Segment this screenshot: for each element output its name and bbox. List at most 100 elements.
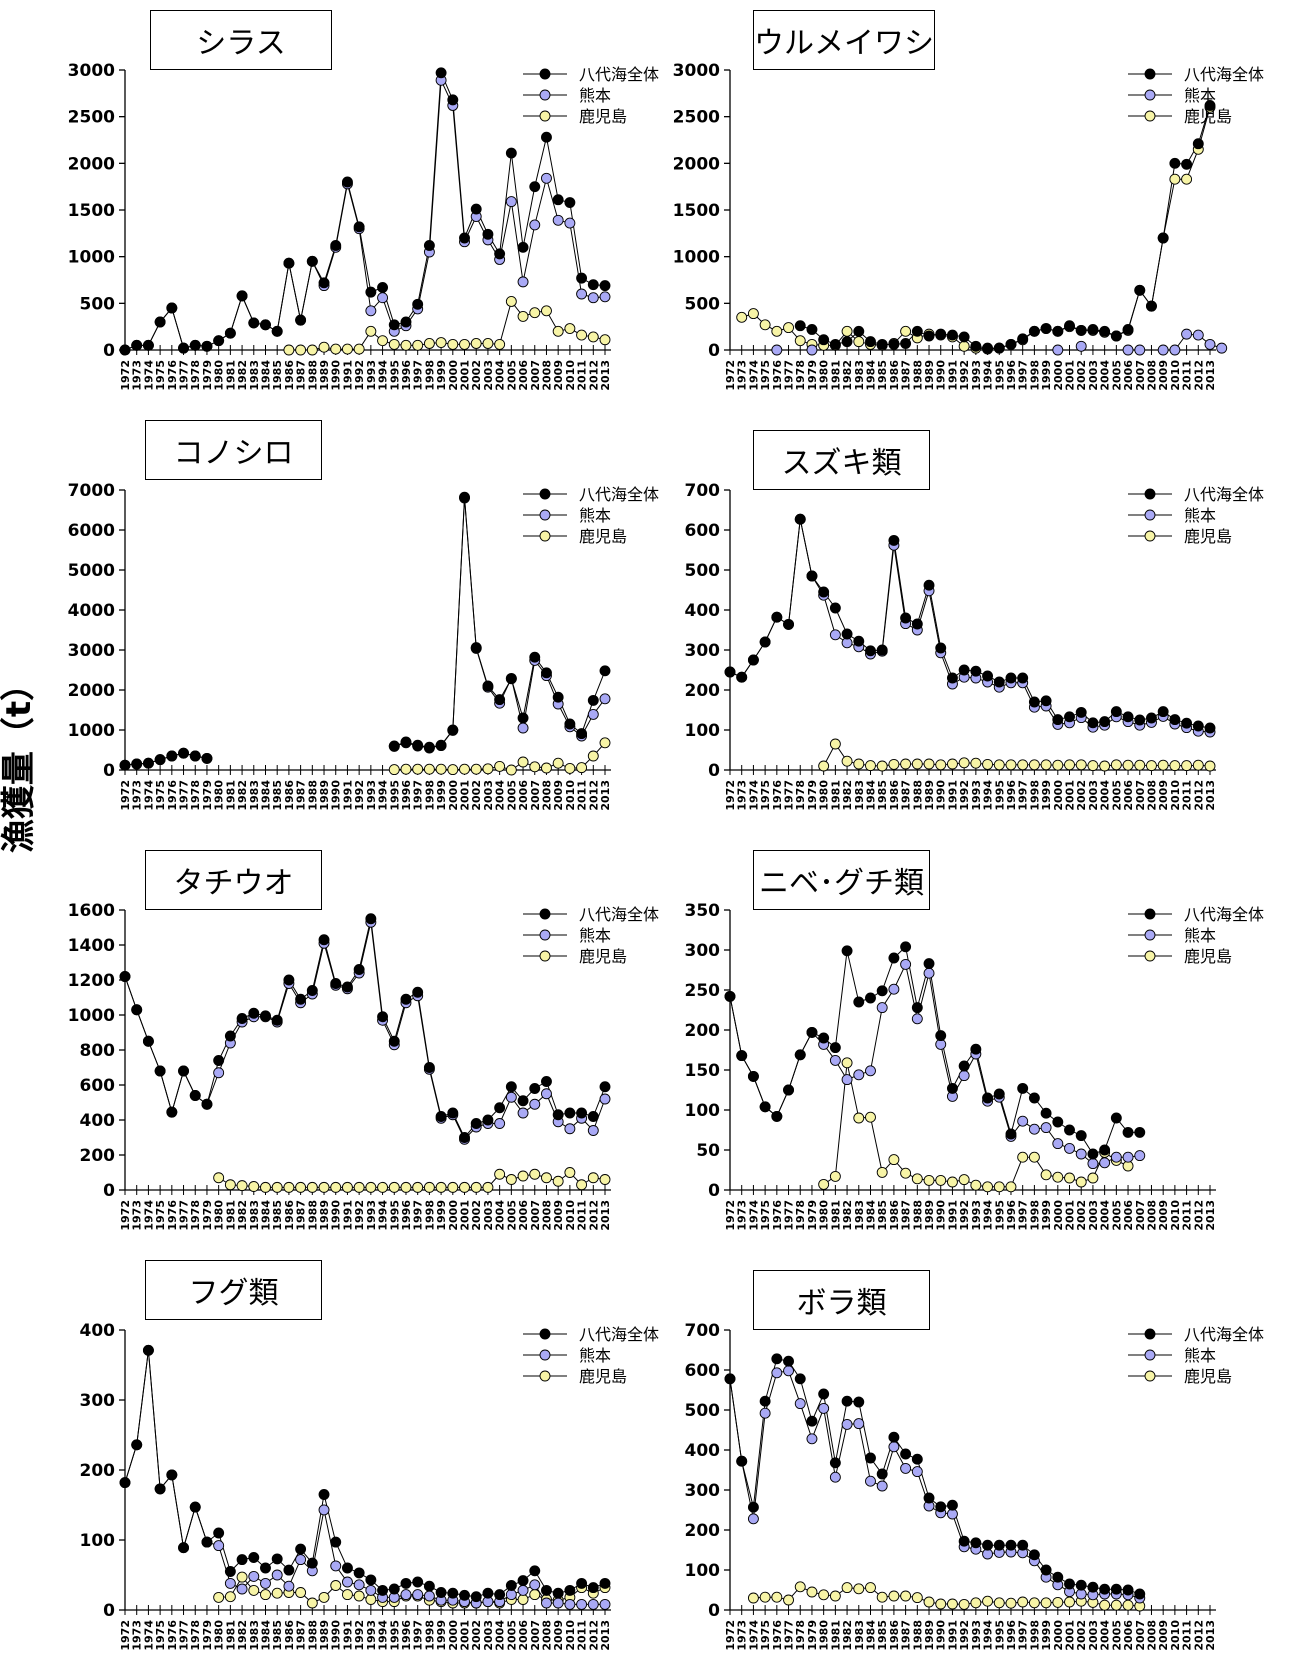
x-tick-label: 1992 <box>958 360 971 391</box>
x-tick-label: 1994 <box>982 1200 995 1231</box>
data-point-total <box>271 1553 283 1565</box>
data-point-kagoshima <box>1087 760 1099 772</box>
x-tick-label: 1975 <box>154 1200 167 1231</box>
data-point-kumamoto <box>865 1065 876 1077</box>
data-point-kumamoto <box>564 1123 576 1135</box>
series-line-total <box>729 1358 1140 1595</box>
series-line-kumamoto <box>729 519 1211 733</box>
x-tick-label: 2003 <box>482 360 495 391</box>
y-tick-label: 0 <box>708 1181 720 1201</box>
data-point-kumamoto <box>911 1013 923 1025</box>
x-tick-label: 1978 <box>794 360 807 391</box>
legend-label: 鹿児島 <box>1184 1367 1232 1386</box>
y-tick-label: 350 <box>685 901 721 921</box>
data-point-total <box>1087 1148 1099 1160</box>
data-point-total <box>1087 324 1099 335</box>
y-tick-label: 200 <box>80 1461 116 1481</box>
data-point-total <box>459 232 470 244</box>
data-point-total <box>1052 1571 1064 1583</box>
data-point-total <box>295 314 307 326</box>
data-point-kagoshima <box>1169 760 1181 772</box>
x-tick-label: 1982 <box>841 1620 854 1651</box>
legend-item: 熊本 <box>1128 926 1216 945</box>
data-point-kagoshima <box>529 1589 541 1601</box>
data-point-total <box>505 1580 517 1591</box>
data-point-kumamoto <box>1122 1151 1134 1163</box>
x-tick-label: 1997 <box>1017 360 1030 391</box>
series-line-total <box>800 105 1211 349</box>
data-point-kumamoto <box>853 1418 865 1430</box>
data-point-kagoshima <box>576 329 588 341</box>
legend-item: 八代海全体 <box>1128 65 1264 84</box>
chart-plot: 0 500 1000 1500 2000 2500 3000 1972197319741975… <box>68 61 659 391</box>
data-point-total <box>958 331 970 343</box>
x-tick-label: 1989 <box>923 360 936 391</box>
data-point-total <box>388 319 400 331</box>
x-tick-label: 1973 <box>131 1620 144 1651</box>
data-point-total <box>435 1111 447 1122</box>
data-point-kagoshima <box>224 1591 236 1603</box>
x-tick-label: 1987 <box>900 1200 913 1231</box>
data-point-total <box>1040 323 1052 334</box>
legend-label: 八代海全体 <box>1184 485 1264 504</box>
data-point-kagoshima <box>888 1590 900 1602</box>
x-tick-label: 2005 <box>1110 1620 1123 1651</box>
x-tick-label: 1995 <box>388 1200 401 1231</box>
x-tick-label: 2008 <box>1145 1620 1158 1651</box>
x-tick-label: 1989 <box>318 360 331 391</box>
legend-marker <box>539 1370 551 1382</box>
x-tick-label: 2006 <box>1122 1200 1135 1231</box>
data-point-total <box>818 1032 830 1044</box>
data-point-kumamoto <box>412 1589 424 1601</box>
data-point-total <box>564 1107 576 1119</box>
x-tick-label: 2001 <box>1064 780 1077 811</box>
x-tick-label: 1989 <box>923 780 936 811</box>
x-tick-label: 2002 <box>470 360 483 391</box>
legend-marker <box>1144 1370 1156 1382</box>
data-point-total <box>970 1537 982 1549</box>
x-tick-label: 2008 <box>540 1200 553 1231</box>
legend-item: 熊本 <box>523 1346 611 1365</box>
data-point-total <box>970 340 982 352</box>
data-point-kumamoto <box>1052 1138 1064 1150</box>
data-point-kumamoto <box>587 1125 599 1136</box>
data-point-total <box>1052 1116 1064 1128</box>
data-point-kumamoto <box>759 1407 771 1419</box>
legend-label: 熊本 <box>1184 506 1216 525</box>
legend-item: 八代海全体 <box>1128 905 1264 924</box>
data-point-total <box>201 1536 213 1548</box>
x-tick-label: 1984 <box>864 1200 877 1231</box>
x-tick-label: 1988 <box>911 1200 924 1231</box>
x-tick-label: 1993 <box>365 780 378 811</box>
x-tick-label: 2000 <box>1052 360 1065 391</box>
data-point-kumamoto <box>1110 1151 1122 1163</box>
data-point-total <box>166 1106 178 1118</box>
data-point-total <box>1169 157 1181 169</box>
x-tick-label: 2007 <box>529 1620 542 1651</box>
data-point-total <box>818 1388 830 1400</box>
x-tick-label: 2008 <box>540 360 553 391</box>
data-point-kumamoto <box>271 1569 283 1581</box>
data-point-kumamoto <box>283 1580 295 1592</box>
x-tick-label: 1979 <box>201 780 214 811</box>
data-point-kagoshima <box>1052 759 1064 771</box>
data-point-kagoshima <box>993 759 1005 771</box>
chart-title: ニベ･グチ類 <box>753 850 930 910</box>
data-point-kumamoto <box>783 1365 794 1377</box>
data-point-total <box>1017 672 1029 684</box>
data-point-kagoshima <box>923 1596 935 1608</box>
x-tick-label: 1997 <box>1017 1200 1030 1231</box>
x-tick-label: 2001 <box>459 1620 472 1651</box>
data-point-kumamoto <box>888 1441 900 1453</box>
x-tick-label: 1998 <box>1028 1200 1041 1231</box>
x-tick-label: 1983 <box>853 360 866 391</box>
x-tick-label: 1987 <box>900 780 913 811</box>
data-point-kagoshima <box>341 343 353 355</box>
data-point-kagoshima <box>829 1170 841 1182</box>
data-point-kagoshima <box>1169 173 1181 185</box>
x-tick-label: 1993 <box>970 1200 983 1231</box>
y-tick-label: 6000 <box>68 521 115 541</box>
data-point-total <box>829 1457 841 1469</box>
x-tick-label: 1992 <box>958 1620 971 1651</box>
y-tick-label: 200 <box>685 681 721 701</box>
